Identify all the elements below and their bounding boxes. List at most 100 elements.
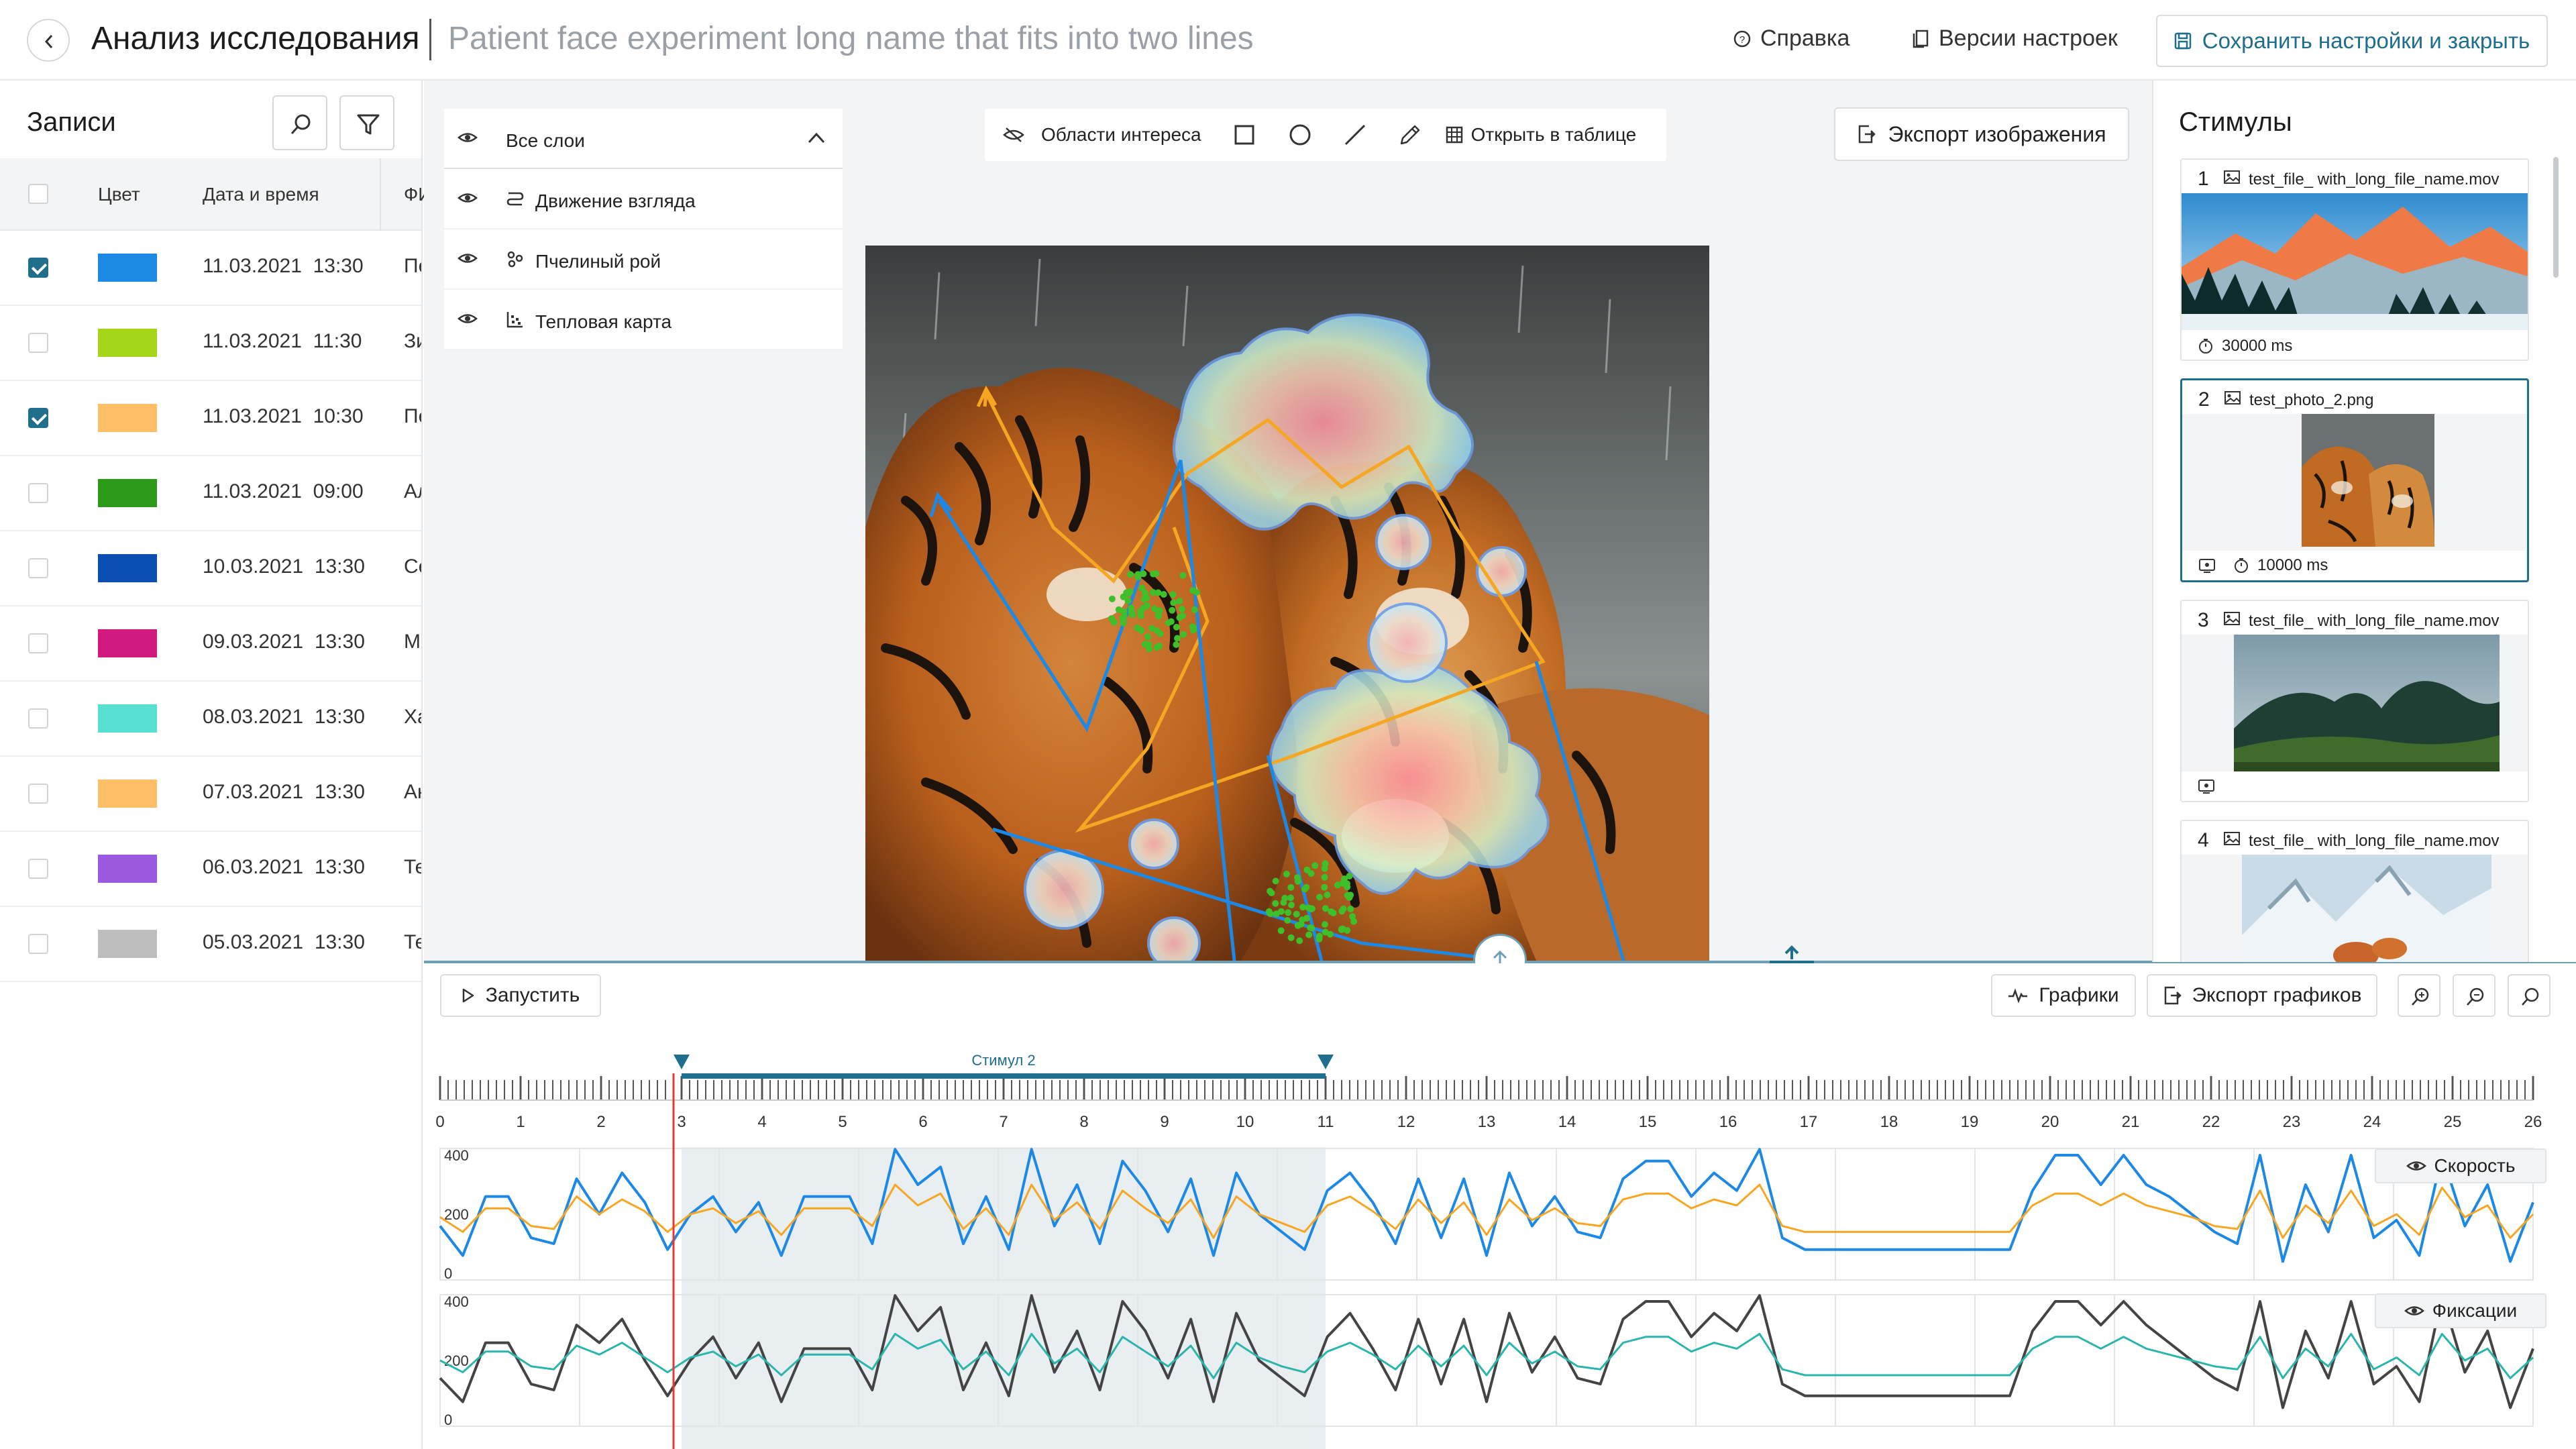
timeline-tick-label: 5 <box>838 1113 847 1131</box>
swarm-point <box>1173 641 1180 648</box>
series-line <box>439 1148 2534 1263</box>
record-color-swatch <box>98 930 157 958</box>
record-checkbox[interactable] <box>28 708 48 729</box>
record-checkbox[interactable] <box>28 408 48 428</box>
record-row[interactable]: 11.03.2021 11:30 Зи <box>0 306 421 381</box>
record-row[interactable]: 05.03.2021 13:30 Те <box>0 907 421 982</box>
swarm-point <box>1189 587 1197 594</box>
record-name: Те <box>404 931 421 953</box>
stimulus-image[interactable] <box>865 246 1709 961</box>
layer-all[interactable]: Все слои <box>444 109 843 169</box>
swarm-point <box>1322 905 1329 912</box>
record-checkbox[interactable] <box>28 784 48 804</box>
swarm-point <box>1330 909 1337 916</box>
export-charts-button[interactable]: Экспорт графиков <box>2147 974 2377 1017</box>
stimulus-card-header: 3 test_file_ with_long_file_name.mov <box>2182 601 2528 635</box>
record-color-swatch <box>98 404 157 432</box>
layer-gaze[interactable]: Движение взгляда <box>444 169 843 229</box>
save-and-close-button[interactable]: Сохранить настройки и закрыть <box>2156 15 2548 67</box>
play-button[interactable]: Запустить <box>440 974 601 1017</box>
records-filter-button[interactable] <box>339 95 394 150</box>
layer-bee-swarm-label: Пчелиный рой <box>535 251 661 272</box>
swarm-point <box>1145 645 1152 653</box>
swarm-point <box>1326 930 1334 938</box>
stimuli-title: Стимулы <box>2179 107 2292 137</box>
rectangle-tool-icon[interactable] <box>1234 124 1255 146</box>
swarm-point <box>1148 625 1155 632</box>
swarm-point <box>1140 596 1148 602</box>
charts-button[interactable]: Графики <box>1991 974 2136 1017</box>
record-checkbox[interactable] <box>28 258 48 278</box>
select-all-checkbox[interactable] <box>28 184 48 204</box>
timeline-tick-label: 18 <box>1880 1113 1898 1131</box>
stimulus-card-2[interactable]: 2 test_photo_2.png 10000 ms <box>2180 378 2529 582</box>
eye-icon <box>2404 1306 2424 1316</box>
records-panel: Записи Цвет Дата и время ФИ 11.03.2021 1… <box>0 80 431 1449</box>
record-row[interactable]: 06.03.2021 13:30 Те <box>0 832 421 907</box>
fixations-legend-label: Фиксации <box>2432 1300 2518 1321</box>
record-datetime: 08.03.2021 13:30 <box>203 706 365 728</box>
export-image-button[interactable]: Экспорт изображения <box>1834 107 2129 161</box>
eye-icon[interactable] <box>458 130 478 145</box>
record-row[interactable]: 11.03.2021 10:30 Пе <box>0 381 421 456</box>
back-button[interactable] <box>27 19 70 62</box>
help-label: Справка <box>1760 25 1850 51</box>
versions-icon <box>1913 30 1929 48</box>
swarm-point <box>1138 584 1146 592</box>
record-checkbox[interactable] <box>28 633 48 653</box>
record-name: Се <box>404 555 421 578</box>
timeline-tick-labels: 0 1 2 3 4 5 6 7 8 9 10 11 12 13 14 15 16 17 18 19 20 21 22 23 24… <box>436 1113 2542 1131</box>
stimulus-card-1[interactable]: 1 test_file_ with_long_file_name.mov 300… <box>2180 158 2529 361</box>
open-in-table-button[interactable]: Открыть в таблице <box>1446 124 1636 146</box>
record-row[interactable]: 07.03.2021 13:30 Ан <box>0 757 421 832</box>
timeline-tick-label: 3 <box>677 1113 686 1131</box>
record-checkbox[interactable] <box>28 859 48 879</box>
timeline-and-charts[interactable]: 0 1 2 3 4 5 6 7 8 9 10 11 12 13 14 15 16 17 18 19 20 21 22 23 24… <box>436 1046 2556 1449</box>
zoom-reset-button[interactable] <box>2508 974 2551 1017</box>
eye-icon[interactable] <box>458 251 478 266</box>
record-row[interactable]: 08.03.2021 13:30 Ха <box>0 682 421 757</box>
record-row[interactable]: 09.03.2021 13:30 Ма <box>0 606 421 682</box>
eye-icon[interactable] <box>458 311 478 326</box>
eye-off-icon[interactable] <box>1002 126 1025 144</box>
record-checkbox[interactable] <box>28 333 48 353</box>
record-row[interactable]: 10.03.2021 13:30 Се <box>0 531 421 606</box>
settings-versions-link[interactable]: Версии настроек <box>1912 25 2118 52</box>
layer-bee-swarm[interactable]: Пчелиный рой <box>444 229 843 290</box>
stimulus-card-4[interactable]: 4 test_file_ with_long_file_name.mov <box>2180 820 2529 962</box>
swarm-point <box>1191 606 1198 613</box>
records-search-button[interactable] <box>272 95 327 150</box>
help-link[interactable]: ? Справка <box>1733 25 1849 52</box>
record-datetime: 11.03.2021 10:30 <box>203 405 364 427</box>
record-checkbox[interactable] <box>28 558 48 578</box>
record-row[interactable]: 11.03.2021 09:00 Ал <box>0 456 421 531</box>
swarm-point <box>1173 623 1180 631</box>
filter-icon <box>357 114 380 135</box>
swarm-point <box>1283 870 1290 877</box>
record-row[interactable]: 11.03.2021 13:30 Пе <box>0 231 421 306</box>
pencil-tool-icon[interactable] <box>1399 123 1421 146</box>
layer-gaze-label: Движение взгляда <box>535 191 696 211</box>
record-checkbox[interactable] <box>28 483 48 503</box>
record-checkbox[interactable] <box>28 934 48 954</box>
zoom-out-button[interactable] <box>2453 974 2496 1017</box>
stimulus-card-3[interactable]: 3 test_file_ with_long_file_name.mov <box>2180 600 2529 802</box>
speed-legend-button[interactable]: Скорость <box>2375 1148 2546 1183</box>
zoom-in-button[interactable] <box>2398 974 2440 1017</box>
speed-legend-label: Скорость <box>2434 1155 2516 1176</box>
swarm-point <box>1155 589 1162 596</box>
line-tool-icon[interactable] <box>1344 123 1366 146</box>
image-file-icon <box>2224 170 2240 184</box>
chevron-up-icon[interactable] <box>808 131 825 144</box>
record-color-swatch <box>98 554 157 582</box>
ellipse-tool-icon[interactable] <box>1289 123 1311 146</box>
stimuli-scrollbar[interactable] <box>2553 157 2559 278</box>
fixations-legend-button[interactable]: Фиксации <box>2375 1293 2546 1328</box>
swarm-point <box>1108 615 1116 622</box>
export-icon <box>2164 986 2182 1005</box>
eye-icon[interactable] <box>458 191 478 205</box>
image-file-icon <box>2224 391 2241 405</box>
swarm-point <box>1287 883 1295 891</box>
swarm-point <box>1140 570 1147 578</box>
layer-heatmap[interactable]: Тепловая карта <box>444 290 843 350</box>
